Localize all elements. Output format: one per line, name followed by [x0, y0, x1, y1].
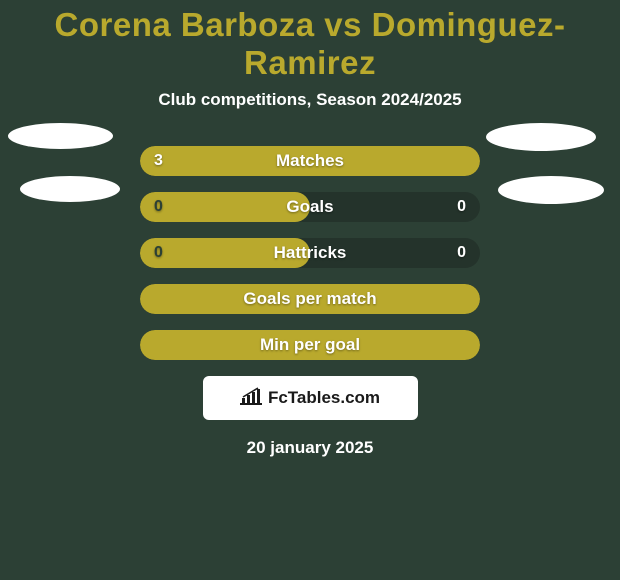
- site-logo-badge: FcTables.com: [203, 376, 418, 420]
- stat-value-right: 0: [457, 238, 466, 268]
- decorative-ellipse: [498, 176, 604, 204]
- stat-label: Matches: [140, 146, 480, 176]
- stat-bar: 0 Hattricks 0: [140, 238, 480, 268]
- stat-bar: 3 Matches: [140, 146, 480, 176]
- decorative-ellipse: [8, 123, 113, 149]
- decorative-ellipse: [486, 123, 596, 151]
- stat-label: Hattricks: [140, 238, 480, 268]
- stat-value-right: 0: [457, 192, 466, 222]
- bar-chart-icon: [240, 387, 262, 410]
- subtitle: Club competitions, Season 2024/2025: [0, 90, 620, 110]
- stat-bar: 0 Goals 0: [140, 192, 480, 222]
- stat-label: Goals per match: [140, 284, 480, 314]
- page-title: Corena Barboza vs Dominguez-Ramirez: [0, 0, 620, 82]
- date-line: 20 january 2025: [0, 438, 620, 458]
- comparison-infographic: Corena Barboza vs Dominguez-Ramirez Club…: [0, 0, 620, 580]
- stat-label: Min per goal: [140, 330, 480, 360]
- stat-bar: Min per goal: [140, 330, 480, 360]
- stat-label: Goals: [140, 192, 480, 222]
- stat-bar: Goals per match: [140, 284, 480, 314]
- site-logo-text: FcTables.com: [268, 388, 380, 408]
- decorative-ellipse: [20, 176, 120, 202]
